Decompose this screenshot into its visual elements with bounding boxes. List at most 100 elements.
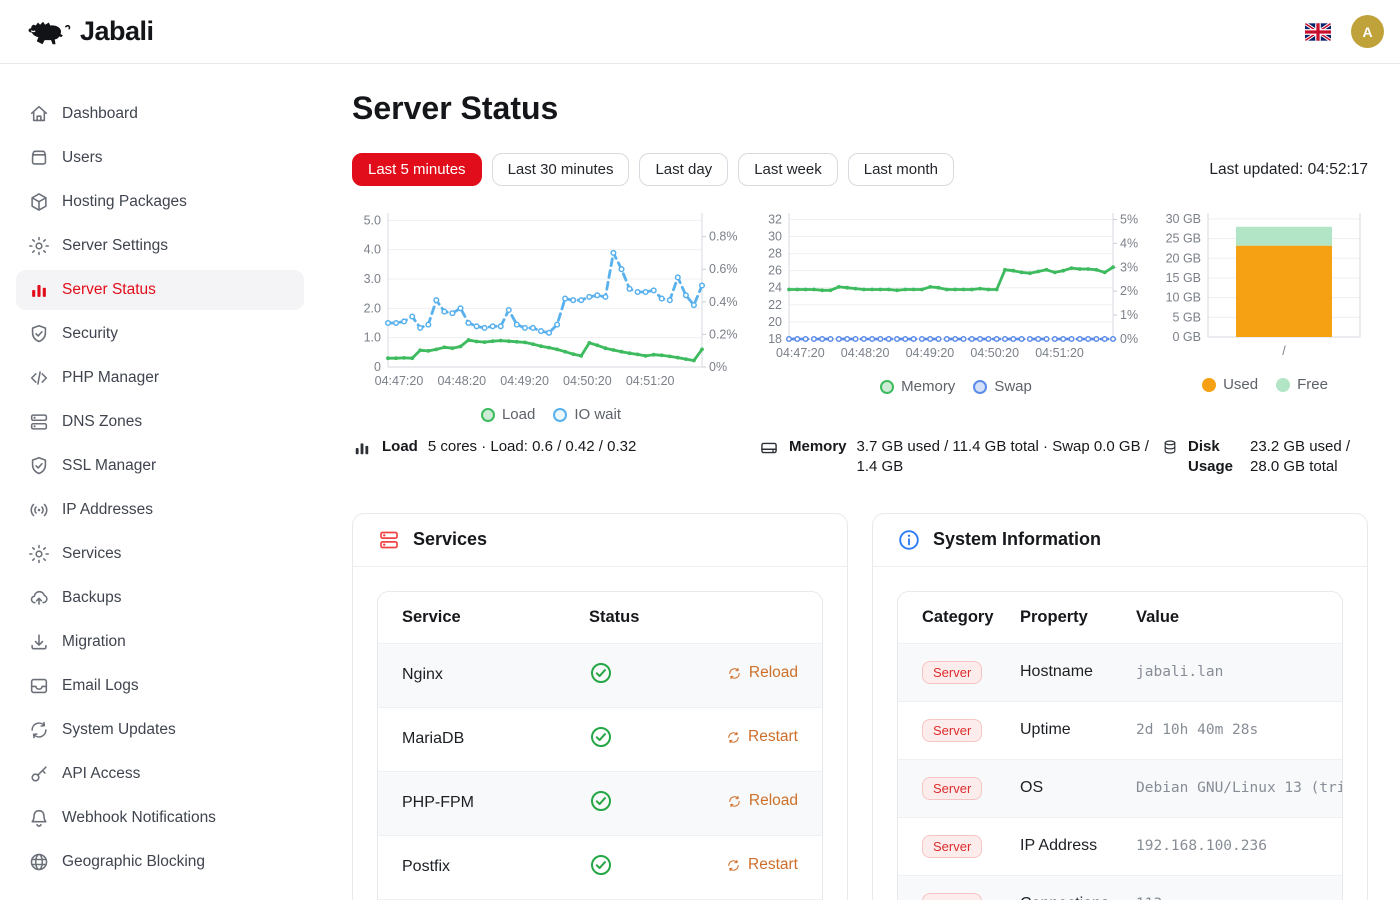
sidebar-item[interactable]: Users (16, 138, 304, 178)
sidebar-item[interactable]: SSL Manager (16, 446, 304, 486)
system-info-table: Category Property Value Server (898, 592, 1342, 900)
svg-text:04:49:20: 04:49:20 (500, 374, 549, 388)
sidebar-item-icon (28, 499, 50, 521)
sidebar-item[interactable]: Backups (16, 578, 304, 618)
sidebar-item[interactable]: DNS Zones (16, 402, 304, 442)
sidebar-item[interactable]: Security (16, 314, 304, 354)
sidebar-item-icon (28, 851, 50, 873)
sidebar-item-icon (28, 719, 50, 741)
category-badge: Server (922, 719, 982, 742)
svg-text:04:50:20: 04:50:20 (563, 374, 612, 388)
svg-text:04:51:20: 04:51:20 (626, 374, 675, 388)
time-filter-button[interactable]: Last 5 minutes (352, 153, 482, 186)
refresh-icon (727, 666, 742, 681)
property-name: Connections (1010, 875, 1122, 900)
time-filter-button[interactable]: Last day (639, 153, 728, 186)
svg-text:0.2%: 0.2% (709, 327, 738, 341)
svg-text:20 GB: 20 GB (1166, 251, 1201, 265)
column-header-service: Service (378, 592, 565, 644)
svg-text:0 GB: 0 GB (1173, 330, 1202, 344)
svg-text:0.6%: 0.6% (709, 262, 738, 276)
sidebar-item-label: API Access (62, 765, 140, 783)
sidebar-item[interactable]: Dashboard (16, 94, 304, 134)
service-action-button[interactable]: Reload (727, 664, 798, 682)
legend-dot-icon (1202, 378, 1216, 392)
disk-chart: 0 GB5 GB10 GB15 GB20 GB25 GB30 GB/UsedFr… (1162, 205, 1368, 393)
sidebar-item-icon (28, 323, 50, 345)
load-chart: 01.02.03.04.05.00%0.2%0.4%0.6%0.8%04:47:… (352, 205, 750, 423)
svg-text:3%: 3% (1120, 260, 1138, 274)
svg-text:15 GB: 15 GB (1166, 271, 1201, 285)
sidebar-item[interactable]: Services (16, 534, 304, 574)
sidebar-item-label: Server Settings (62, 237, 168, 255)
legend-dot-icon (973, 380, 987, 394)
svg-text:4%: 4% (1120, 236, 1138, 250)
time-filter-button[interactable]: Last week (738, 153, 838, 186)
svg-text:0%: 0% (709, 360, 727, 374)
svg-text:30: 30 (768, 229, 782, 243)
sidebar-item-icon (28, 103, 50, 125)
status-ok-icon (589, 853, 613, 877)
sidebar-item-icon (28, 675, 50, 697)
sidebar-item[interactable]: System Updates (16, 710, 304, 750)
sidebar-item[interactable]: Geographic Blocking (16, 842, 304, 882)
sidebar-item-icon (28, 631, 50, 653)
sidebar-item-icon (28, 367, 50, 389)
sidebar-item[interactable]: Webhook Notifications (16, 798, 304, 838)
svg-text:2.0: 2.0 (364, 301, 381, 315)
svg-text:28: 28 (768, 247, 782, 261)
time-filter-button[interactable]: Last 30 minutes (492, 153, 630, 186)
column-header-property: Property (1010, 592, 1122, 644)
disk-stat: Disk Usage 23.2 GB used / 28.0 GB total (1162, 437, 1368, 478)
time-filter-button[interactable]: Last month (848, 153, 954, 186)
svg-text:0: 0 (374, 360, 381, 374)
svg-text:5 GB: 5 GB (1173, 310, 1202, 324)
language-flag-icon[interactable] (1305, 23, 1331, 41)
load-bars-icon (352, 438, 372, 458)
svg-text:04:47:20: 04:47:20 (375, 374, 424, 388)
server-stack-icon (377, 528, 401, 552)
brand-logo[interactable]: Jabali (26, 15, 154, 49)
property-value: 2d 10h 40m 28s (1122, 701, 1342, 759)
sidebar-item-icon (28, 191, 50, 213)
sidebar-item-label: Webhook Notifications (62, 809, 216, 827)
legend-dot-icon (1276, 378, 1290, 392)
status-ok-icon (589, 661, 613, 685)
svg-text:10 GB: 10 GB (1166, 291, 1201, 305)
main-content: Server Status Last 5 minutes Last 30 min… (320, 64, 1400, 900)
svg-text:04:51:20: 04:51:20 (1035, 346, 1084, 360)
sidebar-item[interactable]: Server Settings (16, 226, 304, 266)
sidebar: Dashboard Users Hosting Packages Server … (0, 64, 320, 900)
user-avatar[interactable]: A (1351, 15, 1384, 48)
sidebar-item-icon (28, 587, 50, 609)
service-action-button[interactable]: Reload (727, 792, 798, 810)
services-card-title: Services (413, 529, 487, 550)
svg-text:1.0: 1.0 (364, 331, 381, 345)
sidebar-item[interactable]: API Access (16, 754, 304, 794)
service-action-button[interactable]: Restart (726, 856, 798, 874)
brand-name: Jabali (80, 16, 154, 47)
sidebar-item[interactable]: Migration (16, 622, 304, 662)
svg-text:3.0: 3.0 (364, 272, 381, 286)
svg-text:04:50:20: 04:50:20 (970, 346, 1019, 360)
load-stat-label: Load (382, 437, 418, 457)
svg-text:5.0: 5.0 (364, 213, 381, 227)
system-info-card: System Information Category Property Val… (872, 513, 1368, 900)
svg-text:0.4%: 0.4% (709, 295, 738, 309)
sidebar-item-icon (28, 455, 50, 477)
page-title: Server Status (352, 90, 1368, 127)
sidebar-item[interactable]: Server Status (16, 270, 304, 310)
sidebar-item-icon (28, 279, 50, 301)
sidebar-item[interactable]: Email Logs (16, 666, 304, 706)
svg-text:22: 22 (768, 298, 782, 312)
legend-dot-icon (880, 380, 894, 394)
sidebar-item[interactable]: PHP Manager (16, 358, 304, 398)
system-info-row: Server OS Debian GNU/Linux 13 (trixie) (898, 759, 1342, 817)
system-info-card-title: System Information (933, 529, 1101, 550)
sidebar-item-label: Backups (62, 589, 121, 607)
service-action-button[interactable]: Restart (726, 728, 798, 746)
sidebar-item[interactable]: IP Addresses (16, 490, 304, 530)
sidebar-item[interactable]: Hosting Packages (16, 182, 304, 222)
topbar: Jabali A (0, 0, 1400, 64)
memory-chart: 18202224262830320%1%2%3%4%5%04:47:2004:4… (759, 205, 1153, 395)
